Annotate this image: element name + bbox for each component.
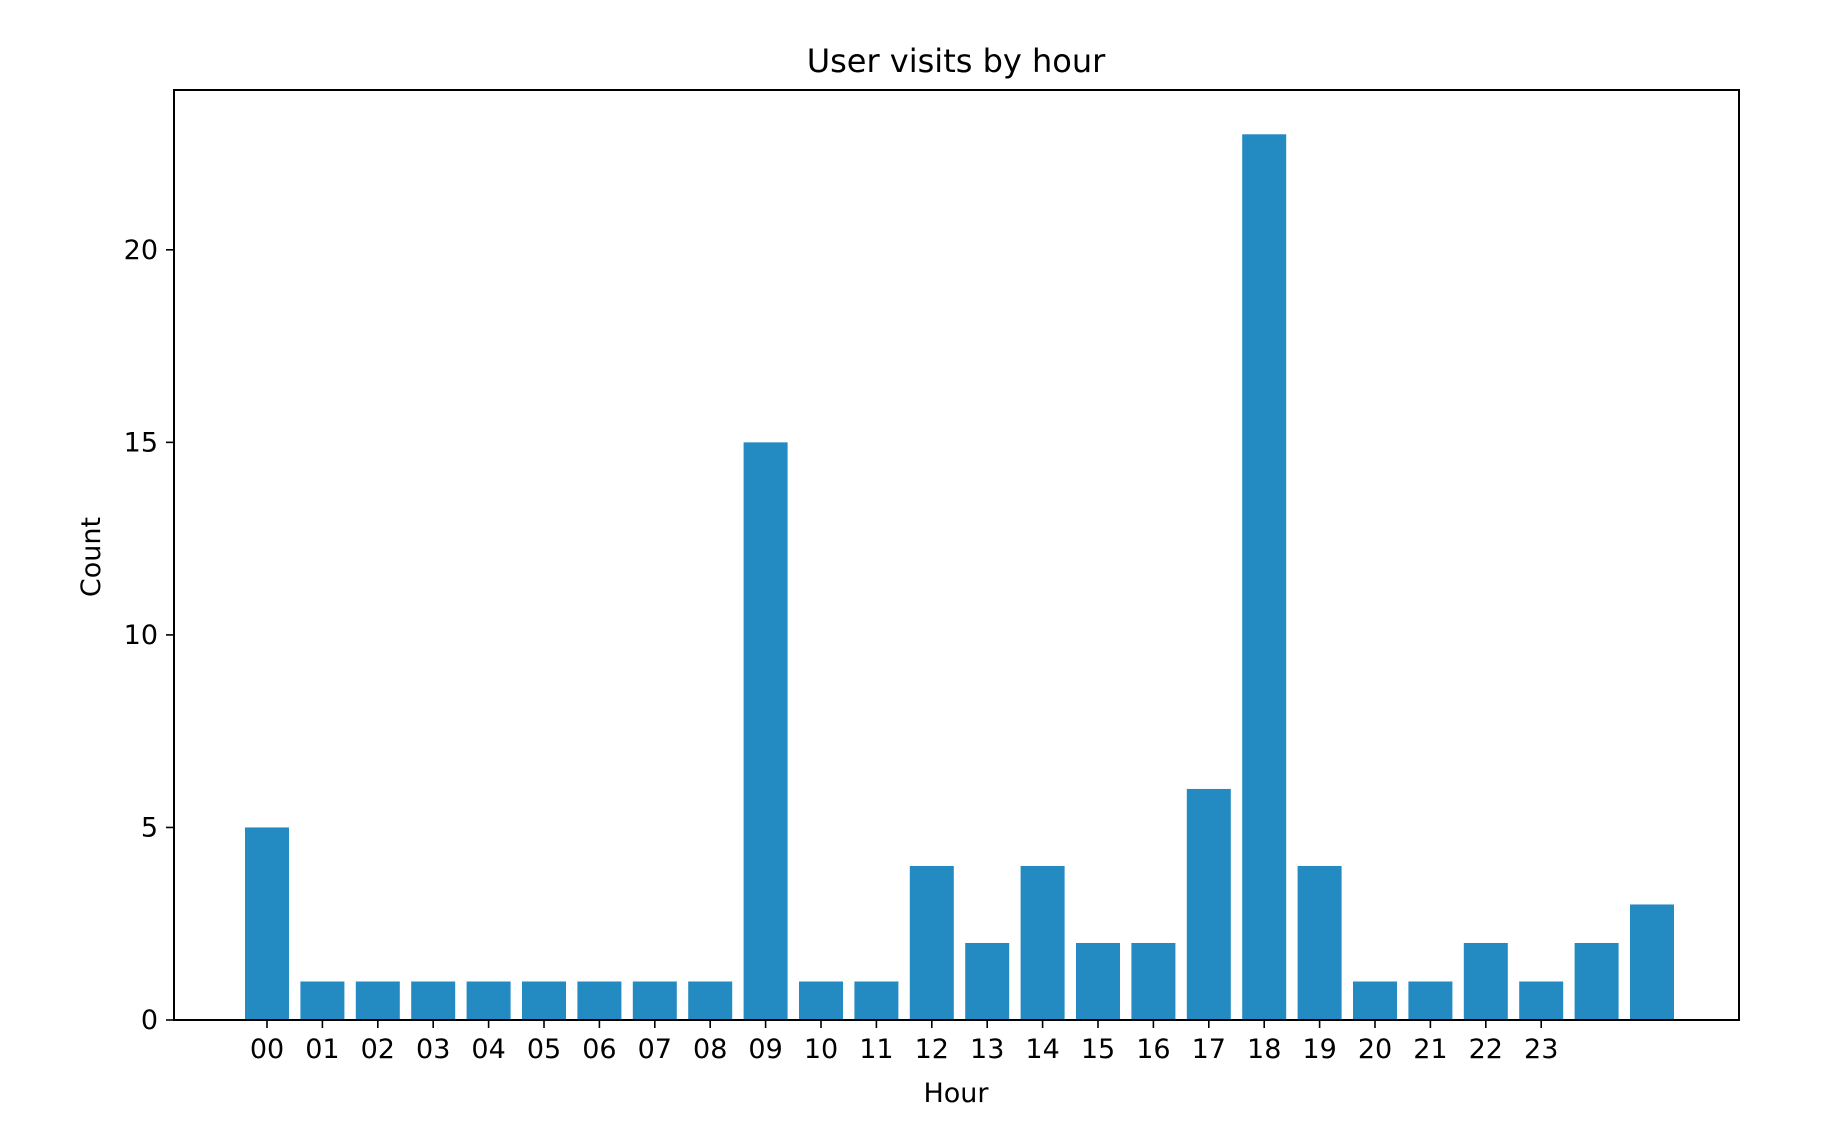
x-tick-label: 06 — [582, 1034, 616, 1065]
x-tick-label: 13 — [970, 1034, 1004, 1065]
x-tick-label: 12 — [915, 1034, 949, 1065]
bar — [522, 981, 566, 1020]
bar — [1353, 981, 1397, 1020]
bar — [355, 981, 400, 1020]
x-tick-label: 18 — [1247, 1034, 1281, 1065]
bar — [799, 981, 843, 1020]
x-tick-label: 03 — [416, 1034, 450, 1065]
bar — [743, 442, 788, 1020]
x-tick-label: 20 — [1358, 1034, 1392, 1065]
bar — [1408, 981, 1453, 1020]
plot-frame — [173, 89, 1740, 1021]
x-tick-label: 04 — [471, 1034, 505, 1065]
bar — [1519, 981, 1564, 1020]
bar — [1020, 865, 1065, 1020]
bar — [1131, 942, 1176, 1020]
chart-title: User visits by hour — [807, 42, 1106, 80]
x-tick-label: 23 — [1524, 1034, 1558, 1065]
y-tick-label: 5 — [141, 812, 158, 843]
x-tick-label: 05 — [527, 1034, 561, 1065]
bar — [1186, 788, 1231, 1020]
x-tick-label: 10 — [804, 1034, 838, 1065]
y-tick-label: 20 — [124, 235, 158, 266]
x-axis-label: Hour — [923, 1078, 989, 1109]
x-tick-label: 07 — [638, 1034, 672, 1065]
x-tick-label: 21 — [1413, 1034, 1447, 1065]
x-tick-label: 01 — [305, 1034, 339, 1065]
bar — [577, 981, 622, 1020]
bars-layer — [245, 134, 1674, 1021]
bar — [1076, 942, 1120, 1020]
bar — [466, 981, 511, 1020]
x-tick-label: 11 — [859, 1034, 893, 1065]
x-tick-label: 08 — [693, 1034, 727, 1065]
x-tick-label: 09 — [748, 1034, 782, 1065]
bar — [411, 981, 456, 1020]
x-tick-label: 02 — [361, 1034, 395, 1065]
y-tick-label: 0 — [141, 1005, 158, 1036]
bar — [1630, 904, 1674, 1020]
bar — [854, 981, 899, 1020]
bar — [1242, 134, 1287, 1021]
x-tick-label: 15 — [1081, 1034, 1115, 1065]
y-axis: 0 5 10 15 20 — [124, 235, 174, 1036]
bar — [245, 827, 289, 1020]
x-axis: 00 01 02 03 04 05 06 07 08 09 10 11 12 13 14 15 16 17 18 19… — [250, 1020, 1558, 1065]
x-tick-label: 17 — [1192, 1034, 1226, 1065]
x-tick-label: 22 — [1469, 1034, 1503, 1065]
bar — [688, 981, 733, 1020]
y-axis-label: Count — [76, 517, 107, 597]
bar — [1463, 942, 1508, 1020]
bar — [965, 942, 1010, 1020]
y-tick-label: 15 — [124, 427, 158, 458]
bar — [300, 981, 345, 1020]
x-tick-label: 19 — [1302, 1034, 1336, 1065]
x-tick-label: 16 — [1136, 1034, 1170, 1065]
bar — [1297, 865, 1342, 1020]
bar — [632, 981, 677, 1020]
bar — [1574, 942, 1619, 1020]
x-tick-label: 14 — [1025, 1034, 1059, 1065]
y-tick-label: 10 — [124, 620, 158, 651]
x-tick-label: 00 — [250, 1034, 284, 1065]
bar — [909, 865, 954, 1020]
